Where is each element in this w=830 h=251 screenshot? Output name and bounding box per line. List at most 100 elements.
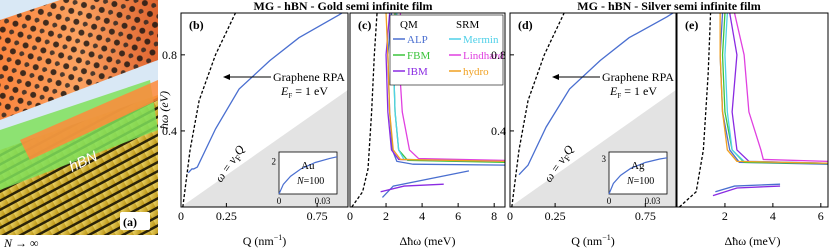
annotation: Graphene RPA (602, 70, 674, 84)
x-tick-label: 8 (491, 209, 497, 223)
panel-label: (c) (358, 18, 371, 32)
y-tick-label: 0.4 (162, 124, 177, 138)
x-tick-label: 0.75 (307, 209, 328, 223)
plot-frame (180, 12, 349, 208)
legend-box (389, 14, 504, 86)
inset-frame (608, 151, 668, 195)
x-axis-label-part: ) (282, 234, 286, 248)
x-tick-label: 4 (770, 209, 776, 223)
series-line (385, 13, 505, 163)
legend-header: SRM (456, 19, 479, 31)
arrowhead (223, 74, 230, 80)
inset-n: N=100 (296, 176, 324, 187)
plot-frame (349, 12, 506, 208)
inset-label: Au (301, 160, 315, 172)
series-line (719, 13, 828, 164)
annotation-part: E (609, 84, 618, 98)
x-axis-label: Δħω (meV) (400, 234, 456, 248)
x-tick-label: 4 (419, 209, 425, 223)
legend-label: ALP (407, 34, 428, 46)
chart-title: MG - hBN - Silver semi infinite film (577, 0, 760, 13)
caption-part: N (3, 236, 13, 250)
inset-y-tick-label: 2 (272, 157, 277, 167)
legend-header: QM (400, 19, 418, 31)
panel: 0 0.25 0.75 0.4 0.8 Q (nm−1) MG - hBN - Silver… (491, 0, 761, 248)
x-tick-label: 0 (347, 209, 353, 223)
caption-part: → ∞ (12, 236, 39, 250)
inset-x-tick-label: 0.03 (645, 196, 661, 206)
caption: N → ∞ (3, 236, 39, 250)
x-axis-label-part: −1 (274, 233, 283, 242)
panel: 0 2 4 6 8 Δħω (meV) (c) QM SRM ALP FBM IBM Mermin Lin… (347, 12, 506, 248)
series-line (733, 13, 828, 163)
series-line (715, 13, 828, 193)
x-tick-label: 2 (722, 209, 728, 223)
series-line (712, 13, 828, 197)
inset-x-tick-label: 0 (607, 196, 612, 206)
plot-area (678, 13, 828, 207)
plot-frame (676, 12, 829, 208)
annotation-part: = 1 eV (292, 84, 328, 98)
y-tick-label: 0.8 (491, 48, 506, 62)
chart-title: MG - hBN - Gold semi infinite film (254, 0, 433, 13)
x-tick-label: 6 (455, 209, 461, 223)
x-axis-label-part: ) (611, 234, 615, 248)
inset-x-tick-label: 0.03 (315, 196, 331, 206)
y-axis-label: ħω (eV) (157, 91, 171, 129)
x-tick-label: 2 (383, 209, 389, 223)
annotation: EF = 1 eV (609, 84, 657, 100)
annotation-part: F (617, 92, 621, 100)
inset-n-part: =100 (634, 176, 655, 187)
series-line (351, 13, 378, 207)
x-tick-label: 0.75 (635, 209, 656, 223)
panel: 2 4 6 Δħω (meV) (e) (676, 12, 829, 248)
region-label-part: F (233, 153, 244, 163)
inset-x-tick-label: 0 (277, 196, 282, 206)
series-line (724, 13, 828, 164)
x-axis-label: Q (nm−1) (571, 233, 615, 248)
inset-n-part: N (296, 176, 305, 187)
plot-frame (509, 12, 677, 208)
inset-y-tick-label: 3 (602, 154, 607, 164)
panel: 0 0.25 0.75 0.4 0.8 ħω (eV) Q (nm−1) MG - hBN -… (157, 0, 433, 248)
x-tick-label: 6 (818, 209, 824, 223)
panel-label: (e) (685, 18, 698, 32)
x-tick-label: 0 (507, 209, 513, 223)
annotation: EF = 1 eV (280, 84, 328, 100)
panel-label: (a) (123, 215, 137, 229)
legend-label: hydro (463, 66, 489, 78)
x-axis-label-part: Q (nm (571, 234, 603, 248)
annotation-part: F (288, 92, 292, 100)
graphene-ribbon (20, 80, 158, 160)
arrowhead (552, 74, 559, 80)
y-tick-label: 0.4 (491, 124, 506, 138)
series-line (721, 13, 828, 165)
series-line (511, 13, 565, 207)
series-line (518, 13, 675, 176)
x-tick-label: 0 (178, 209, 184, 223)
x-tick-label: 0.25 (216, 209, 237, 223)
legend-label: FBM (407, 50, 430, 62)
graphene-atoms (0, 0, 158, 120)
panel-label-bg (120, 212, 150, 230)
legend-label: Lindhard (463, 50, 504, 62)
legend-label: Mermin (463, 34, 499, 46)
x-axis-label-part: Q (nm (243, 234, 275, 248)
annotation-part: = 1 eV (621, 84, 657, 98)
illustration (0, 0, 158, 235)
x-axis-label: Δħω (meV) (725, 234, 781, 248)
inset-n: N=100 (626, 176, 654, 187)
inset-n-part: N (626, 176, 635, 187)
legend-label: IBM (407, 66, 428, 78)
series-line (678, 13, 712, 207)
x-axis-label: Q (nm−1) (243, 233, 287, 248)
x-axis-label-part: −1 (602, 233, 611, 242)
inset-line (278, 156, 338, 195)
series-line (187, 13, 344, 174)
panel-label: (b) (189, 18, 204, 32)
inset-n-part: =100 (304, 176, 325, 187)
annotation-part: E (280, 84, 289, 98)
inset-line (608, 157, 668, 195)
